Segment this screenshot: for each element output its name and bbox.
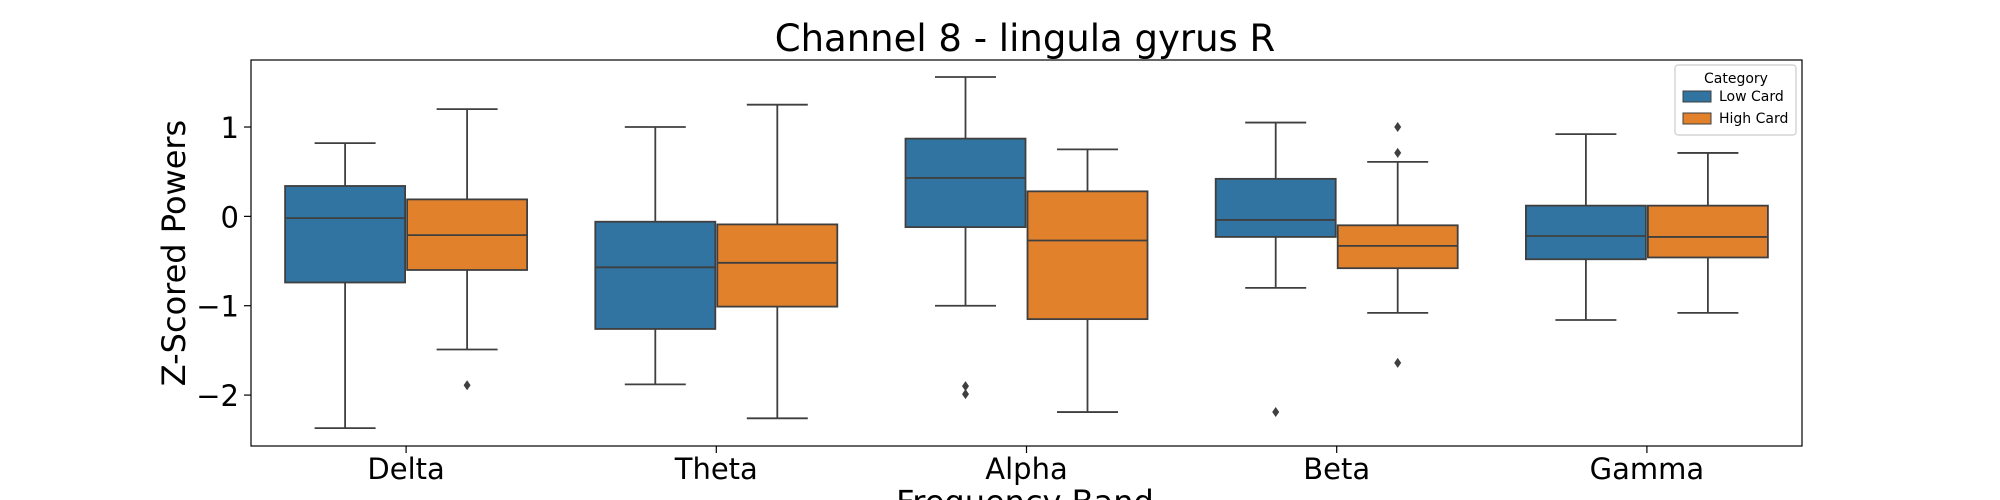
legend-label: Low Card xyxy=(1719,89,1784,105)
outlier-point xyxy=(1394,357,1402,368)
y-tick-label: −1 xyxy=(196,290,239,324)
legend-label: High Card xyxy=(1719,111,1788,127)
legend-title: Category xyxy=(1704,71,1768,87)
box-group-beta-high-card xyxy=(1336,122,1459,368)
x-tick-label: Beta xyxy=(1303,452,1370,486)
box-group-theta-high-card xyxy=(716,103,839,420)
box-group-alpha-high-card xyxy=(1026,148,1149,413)
outlier-point xyxy=(1394,147,1402,158)
box-group-delta-low-card xyxy=(284,142,407,430)
chart-title: Channel 8 - lingula gyrus R xyxy=(775,17,1276,60)
legend-swatch xyxy=(1682,90,1712,103)
box-iqr xyxy=(1647,204,1769,259)
box-iqr xyxy=(1214,177,1337,238)
box-iqr xyxy=(904,137,1027,228)
outlier-point xyxy=(1272,407,1280,418)
y-tick-label: 0 xyxy=(221,200,239,234)
box-iqr xyxy=(1525,204,1647,261)
x-tick-label: Gamma xyxy=(1590,452,1705,486)
box-group-beta-low-card xyxy=(1214,121,1337,418)
box-iqr xyxy=(1026,190,1149,321)
y-tick-label: −2 xyxy=(196,379,239,413)
x-tick-label: Theta xyxy=(674,452,758,486)
legend-swatch xyxy=(1682,112,1712,125)
box-group-alpha-low-card xyxy=(904,76,1027,400)
x-tick-label: Delta xyxy=(367,452,444,486)
box-group-delta-high-card xyxy=(406,108,529,391)
plot-area xyxy=(284,76,1769,430)
x-tick-label: Alpha xyxy=(985,452,1067,486)
box-group-theta-low-card xyxy=(594,126,717,386)
outlier-point xyxy=(962,381,969,392)
box-group-gamma-low-card xyxy=(1525,133,1647,321)
box-iqr xyxy=(594,220,717,330)
y-tick-label: 1 xyxy=(221,111,239,145)
legend: Category Low Card High Card xyxy=(1674,64,1797,136)
outlier-point xyxy=(962,389,969,400)
outlier-point xyxy=(463,380,471,391)
y-axis-ticks: 1 0 −1 −2 xyxy=(196,111,251,413)
y-axis-label: Z-Scored Powers xyxy=(155,120,193,386)
box-iqr xyxy=(284,185,407,284)
x-axis-ticks: Delta Theta Alpha Beta Gamma xyxy=(367,446,1704,486)
outlier-point xyxy=(1394,122,1402,133)
box-iqr xyxy=(716,223,839,308)
x-axis-label: Frequency Band xyxy=(896,483,1154,500)
box-group-gamma-high-card xyxy=(1647,152,1769,314)
